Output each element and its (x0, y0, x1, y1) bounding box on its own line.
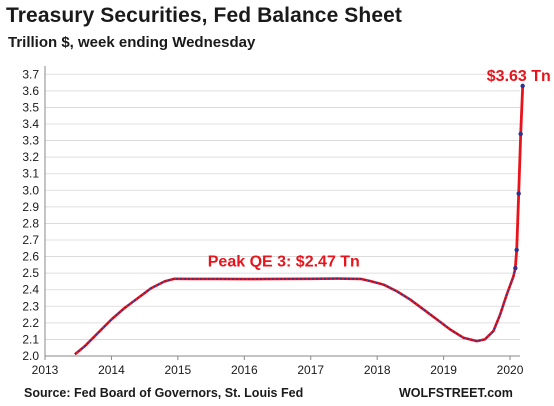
annotations-layer: Peak QE 3: $2.47 Tn $3.63 Tn (208, 68, 551, 271)
y-tick-label: 3.6 (22, 84, 39, 98)
y-tick-label: 2.2 (22, 316, 39, 330)
y-tick-label: 2.3 (22, 299, 39, 313)
x-tick-label: 2018 (364, 363, 391, 377)
y-tick-label: 3.3 (22, 134, 39, 148)
data-point (513, 265, 518, 271)
data-point (516, 191, 521, 196)
series-line-highlight (513, 85, 525, 269)
y-tick-label: 2.5 (22, 266, 39, 280)
data-point (514, 247, 519, 253)
brand-logo-text: WOLFSTREET.com (399, 386, 513, 400)
x-tick-label: 2017 (297, 363, 324, 377)
x-tick-label: 2020 (497, 363, 524, 377)
chart-subtitle: Trillion $, week ending Wednesday (8, 34, 256, 51)
y-tick-label: 2.8 (22, 216, 39, 230)
y-tick-label: 2.1 (22, 332, 39, 346)
series-layer (74, 83, 525, 356)
axes: 2.0 2.1 2.2 2.3 2.4 2.5 2.6 2.7 2.8 2.9 3.0 3.1 3.2 3… (22, 66, 524, 377)
x-tick-label: 2015 (165, 363, 192, 377)
y-tick-label: 3.1 (22, 167, 39, 181)
annotation-label: $3.63 Tn (487, 68, 551, 85)
y-tick-label: 3.5 (22, 100, 39, 114)
chart-title: Treasury Securities, Fed Balance Sheet (6, 4, 402, 27)
y-tick-label: 2.0 (22, 349, 39, 363)
x-tick-label: 2016 (231, 363, 258, 377)
y-tick-label: 3.0 (22, 183, 39, 197)
series-line-red-under (74, 267, 517, 356)
x-tick-label: 2014 (98, 363, 125, 377)
annotation-label: Peak QE 3: $2.47 Tn (208, 254, 360, 271)
y-tick-label: 2.9 (22, 200, 39, 214)
data-point (518, 131, 523, 137)
x-tick-label: 2013 (32, 363, 59, 377)
y-tick-label: 2.4 (22, 283, 39, 297)
y-tick-label: 3.7 (22, 67, 39, 81)
gridlines (45, 73, 520, 357)
y-tick-label: 2.6 (22, 250, 39, 264)
x-tick-label: 2019 (430, 363, 457, 377)
y-tick-label: 3.2 (22, 150, 39, 164)
y-tick-label: 2.7 (22, 233, 39, 247)
data-point (520, 83, 525, 89)
source-note: Source: Fed Board of Governors, St. Loui… (24, 386, 304, 400)
y-tick-label: 3.4 (22, 117, 39, 131)
series-line (74, 268, 516, 355)
